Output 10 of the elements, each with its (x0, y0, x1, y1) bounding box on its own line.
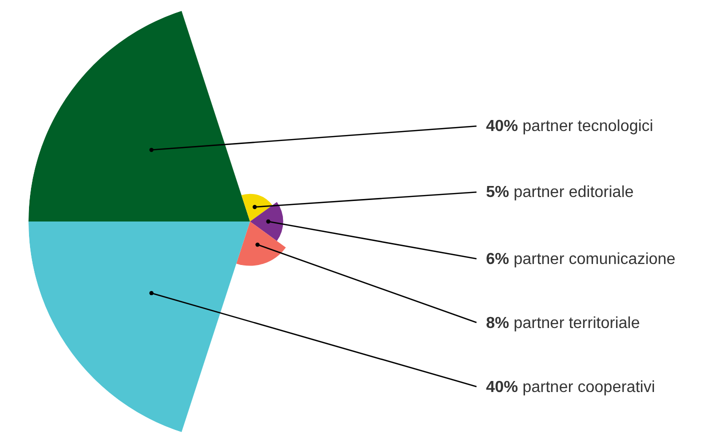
data-label: 8% (486, 315, 510, 332)
data-label: 5% (486, 184, 510, 201)
data-label: 40% (486, 118, 518, 135)
category-label: partner editoriale (514, 184, 634, 201)
category-label: partner comunicazione (514, 251, 676, 268)
data-label: 6% (486, 251, 510, 268)
category-label: partner territoriale (514, 315, 640, 332)
category-label: partner tecnologici (522, 118, 654, 135)
category-label: partner cooperativi (522, 379, 655, 396)
data-label: 40% (486, 379, 518, 396)
